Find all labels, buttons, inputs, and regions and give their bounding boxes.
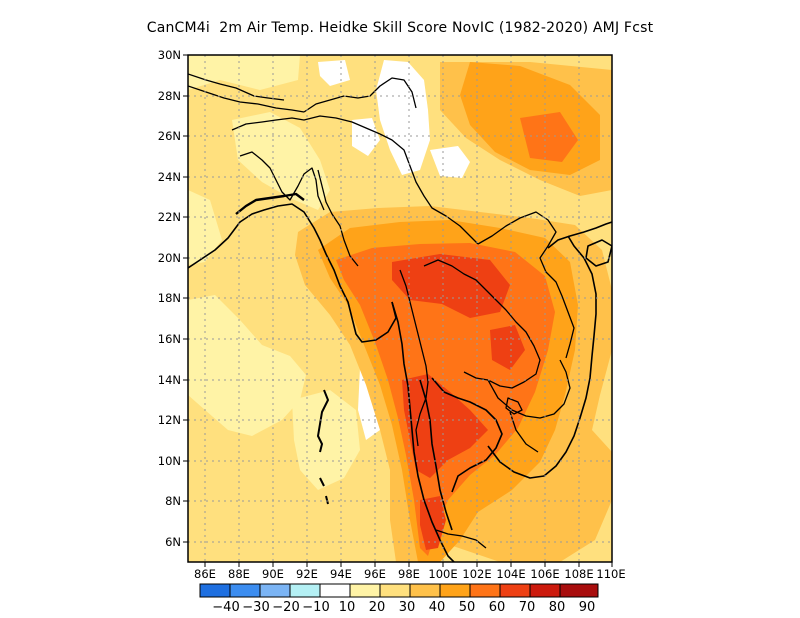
border-bangladesh [239,151,325,211]
field-white-patch-2 [430,146,470,178]
y-tick-label: 16N [158,332,181,346]
colorbar-swatch [289,583,321,598]
plot-frame [187,54,613,563]
andaman-islands [317,389,329,453]
axis-ticks [183,54,613,567]
field-band-20-sea [292,390,360,490]
tonle-sap [505,397,523,415]
field-band-70-north [392,254,510,318]
border-myanmar-north [379,133,479,245]
colorbar-label: 50 [459,600,476,615]
field-band-20-north [232,112,330,210]
border-malaysia [435,529,487,549]
colorbar-label: 60 [489,600,506,615]
colorbar-swatch [409,583,441,598]
x-tick-label: 104E [496,567,525,581]
x-tick-label: 90E [262,567,284,581]
y-axis-labels: 6N 8N 10N 12N 14N 16N 18N 20N 22N 24N 26… [158,48,181,549]
colorbar [199,583,599,598]
field-band-10-edge [188,55,300,90]
x-tick-label: 92E [296,567,318,581]
gridlines [188,55,612,562]
x-tick-label: 102E [462,567,491,581]
border-india-nepal [188,85,305,113]
x-tick-label: 88E [228,567,250,581]
colorbar-swatch [469,583,501,598]
colorbar-swatch [529,583,561,598]
colorbar-label: 10 [339,600,356,615]
y-tick-label: 18N [158,291,181,305]
y-tick-label: 14N [158,373,181,387]
field-white-patch-5 [318,60,350,86]
colorbar-swatch [229,583,261,598]
border-himalaya [188,73,285,101]
colorbar-swatch [199,583,231,598]
colorbar-label: −20 [272,600,299,615]
colorbar-label: 40 [429,600,446,615]
colorbar-swatch [259,583,291,598]
border-myanmar-thailand [399,269,429,447]
india-west-coast [188,203,397,343]
colorbar-label: 80 [549,600,566,615]
field-band-70-south [402,374,488,478]
coastlines [188,192,612,562]
colorbar-label: −30 [242,600,269,615]
y-tick-label: 22N [158,210,181,224]
thai-gulf-west [419,379,453,531]
colorbar-label: −10 [302,600,329,615]
myanmar-coast [391,301,455,562]
border-myanmar-india [317,169,359,267]
field-band-70-east [490,325,525,370]
field-band-60-ne [520,112,578,162]
field-band-20-west [188,295,306,436]
thai-gulf [431,377,503,493]
x-tick-label: 94E [330,567,352,581]
x-tick-label: 106E [530,567,559,581]
y-tick-label: 20N [158,251,181,265]
border-laos-vietnam [477,211,575,359]
border-ne-india [231,115,381,135]
y-tick-label: 28N [158,89,181,103]
colorbar-swatch [379,583,411,598]
colorbar-swatch [559,583,599,598]
border-cambodia-south [509,411,539,453]
colorbar-label: 90 [579,600,596,615]
colorbar-swatch [439,583,471,598]
y-tick-label: 6N [165,535,181,549]
colorbar-swatch [319,583,351,598]
colorbar-labels: −40 −30 −20 −10 10 20 30 40 50 60 70 80 … [212,600,595,615]
x-tick-label: 96E [364,567,386,581]
y-tick-label: 10N [158,454,181,468]
x-tick-label: 86E [194,567,216,581]
y-tick-label: 24N [158,170,181,184]
x-tick-label: 98E [398,567,420,581]
colorbar-label: 20 [369,600,386,615]
y-tick-label: 26N [158,129,181,143]
x-tick-label: 110E [596,567,625,581]
map-title: CanCM4i 2m Air Temp. Heidke Skill Score … [146,20,654,36]
skill-score-field [188,55,612,562]
field-white-patch-3 [352,118,380,156]
y-tick-label: 30N [158,48,181,62]
y-tick-label: 12N [158,413,181,427]
colorbar-label: 70 [519,600,536,615]
x-tick-label: 108E [564,567,593,581]
field-band-10-west2 [188,190,222,265]
colorbar-swatch [349,583,381,598]
x-tick-label: 100E [428,567,457,581]
indochina-coast [487,235,597,479]
bangladesh-delta [235,192,305,215]
colorbar-label: −40 [212,600,239,615]
colorbar-label: 30 [399,600,416,615]
y-tick-label: 8N [165,494,181,508]
field-white-patch-1 [376,60,430,175]
border-thai-laos [423,259,541,389]
nicobar-islands [319,477,329,505]
x-axis-labels: 86E 88E 90E 92E 94E 96E 98E 100E 102E 10… [194,567,626,581]
colorbar-swatch [499,583,531,598]
china-coast [547,221,612,249]
